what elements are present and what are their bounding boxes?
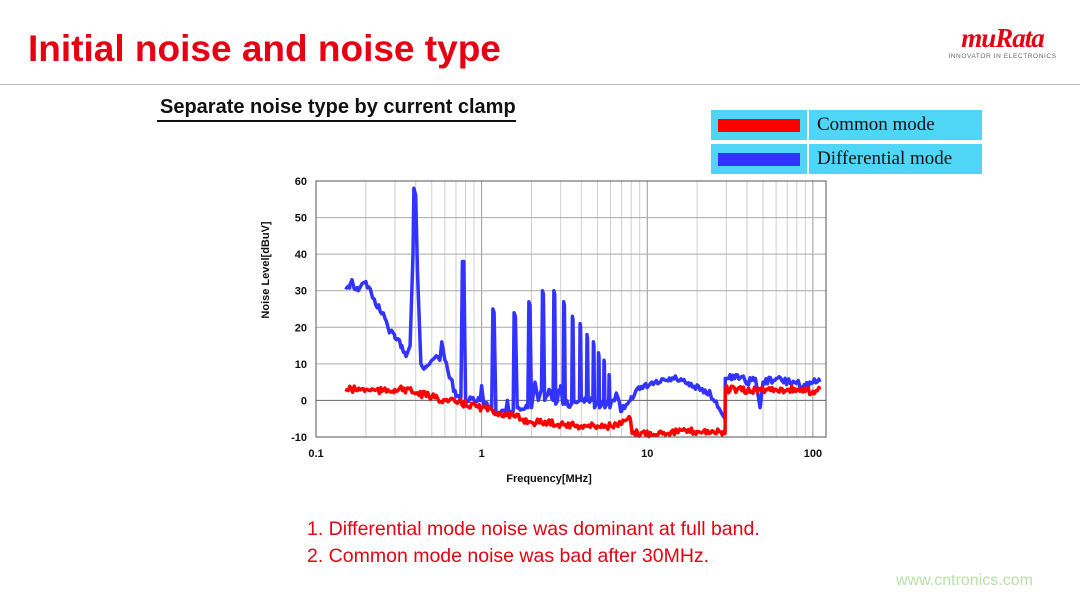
legend-swatch-differential-mode <box>718 152 800 166</box>
y-axis-label: Noise Level[dBuV] <box>260 221 272 319</box>
legend-item-differential-mode: Differential mode <box>711 144 982 174</box>
series-common-mode <box>344 384 822 439</box>
logo-tagline: INNOVATOR IN ELECTRONICS <box>948 53 1057 60</box>
series-differential-mode <box>344 186 822 421</box>
plot-frame <box>315 180 827 438</box>
y-tick-label: -10 <box>291 432 307 444</box>
logo-wordmark: muRata <box>961 23 1045 53</box>
legend-swatch-common-mode <box>718 118 800 132</box>
x-tick-label: 10 <box>641 448 653 460</box>
x-tick-label: 1 <box>479 448 485 460</box>
title-divider <box>0 84 1080 85</box>
x-tick-label: 100 <box>804 448 822 460</box>
y-tick-label: 50 <box>295 213 307 225</box>
x-axis-label: Frequency[MHz] <box>506 473 592 485</box>
legend-item-common-mode: Common mode <box>711 110 982 140</box>
chart-series <box>344 186 822 439</box>
murata-logo: muRata INNOVATOR IN ELECTRONICS <box>940 23 1065 61</box>
notes-list: 1. Differential mode noise was dominant … <box>307 516 760 570</box>
chart-legend: Common mode Differential mode <box>711 110 982 178</box>
y-tick-label: 0 <box>301 395 307 407</box>
watermark: www.cntronics.com <box>896 572 1033 589</box>
x-tick-label: 0.1 <box>308 448 323 460</box>
y-tick-label: 60 <box>295 176 307 188</box>
legend-label: Common mode <box>809 110 982 140</box>
note-item: 2. Common mode noise was bad after 30MHz… <box>307 545 710 567</box>
note-item: 1. Differential mode noise was dominant … <box>307 518 760 540</box>
slide-title: Initial noise and noise type <box>28 28 501 69</box>
y-tick-label: 40 <box>295 249 307 261</box>
y-tick-label: 30 <box>295 286 307 298</box>
section-subtitle: Separate noise type by current clamp <box>157 96 516 122</box>
y-tick-label: 20 <box>295 322 307 334</box>
legend-label: Differential mode <box>809 144 982 174</box>
y-tick-label: 10 <box>295 359 307 371</box>
